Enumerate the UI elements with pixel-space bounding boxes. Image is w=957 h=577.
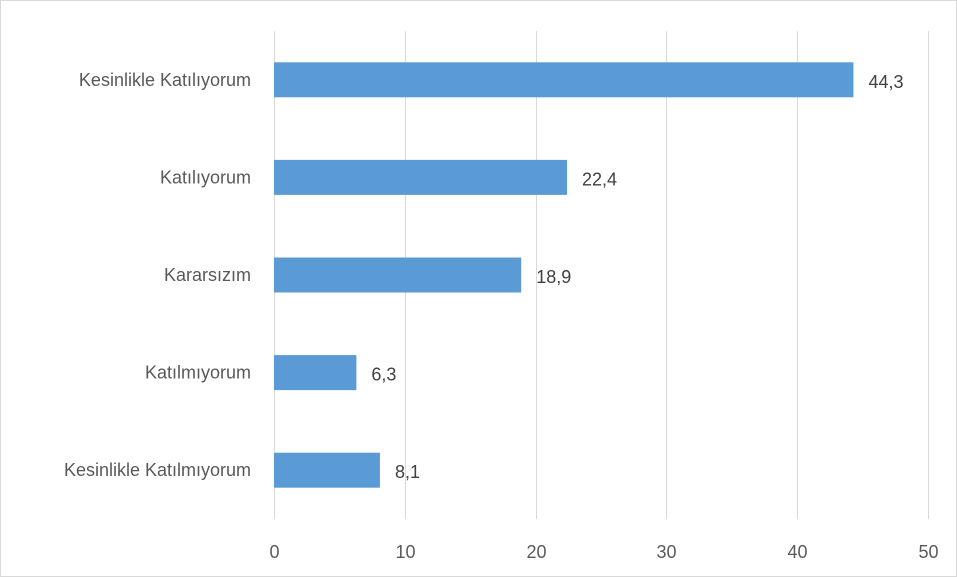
bars: [274, 62, 854, 488]
category-label-5: Kesinlikle Katılmıyorum: [64, 460, 251, 480]
x-tick-label-10: 10: [395, 542, 415, 562]
category-label-2: Katılıyorum: [160, 167, 251, 187]
data-label-3: 18,9: [536, 267, 571, 287]
x-tick-label-20: 20: [526, 542, 546, 562]
bar-5: [274, 452, 380, 488]
x-tick-label-40: 40: [787, 542, 807, 562]
x-tick-label-30: 30: [656, 542, 676, 562]
data-label-5: 8,1: [395, 462, 420, 482]
category-label-1: Kesinlikle Katılıyorum: [79, 70, 251, 90]
category-label-3: Kararsızım: [164, 265, 251, 285]
data-label-4: 6,3: [371, 365, 396, 385]
category-label-4: Katılmıyorum: [145, 363, 251, 383]
gridlines: [274, 31, 929, 519]
bar-4: [274, 355, 357, 391]
data-label-2: 22,4: [582, 169, 617, 189]
x-tick-labels: 0 10 20 30 40 50: [269, 542, 938, 562]
category-labels: Kesinlikle Katılıyorum Katılıyorum Kararsı…: [64, 70, 251, 480]
data-labels: 44,3 22,4 18,9 6,3 8,1: [371, 72, 903, 482]
x-tick-label-0: 0: [269, 542, 279, 562]
bar-3: [274, 257, 522, 293]
x-tick-label-50: 50: [918, 542, 938, 562]
data-label-1: 44,3: [868, 72, 903, 92]
bar-1: [274, 62, 854, 98]
bar-2: [274, 159, 567, 195]
